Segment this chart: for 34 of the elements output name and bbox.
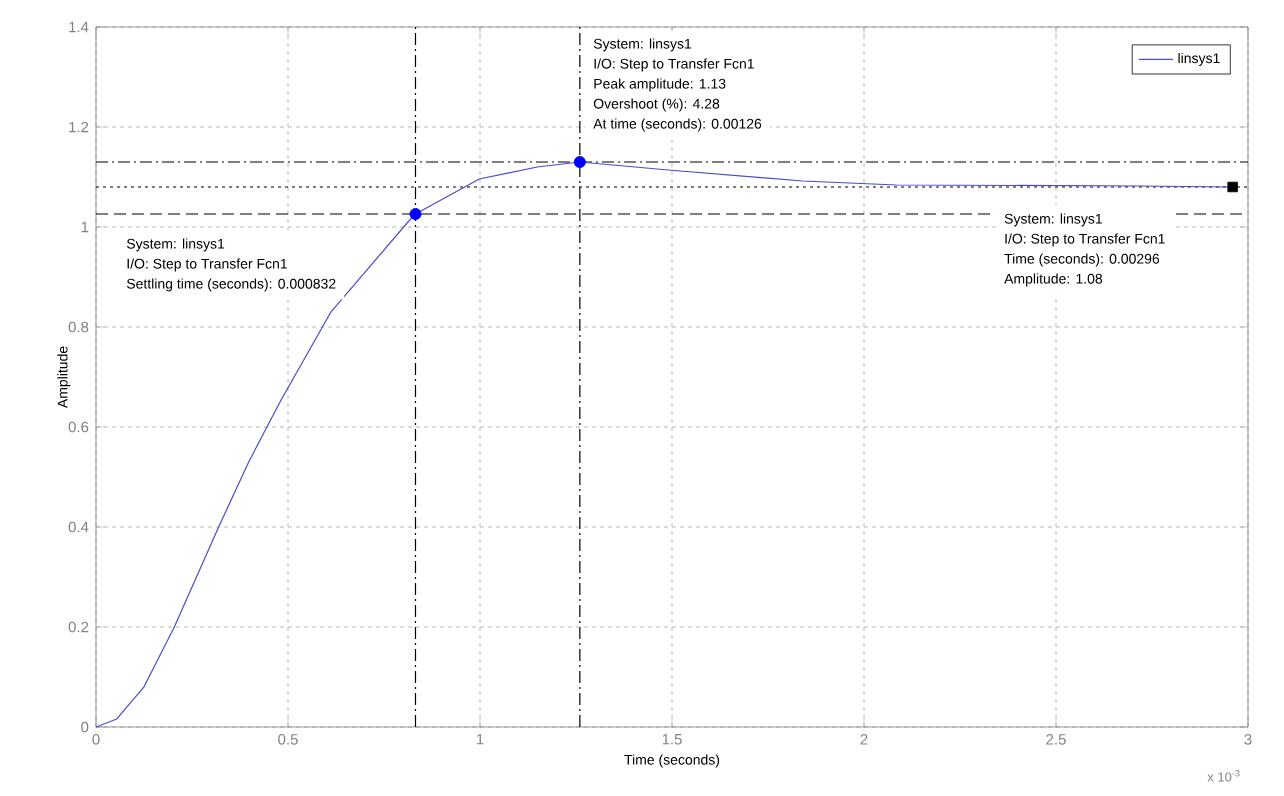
x-tick-label: 2.5 xyxy=(1046,734,1066,745)
annotation: I/O: Step to Transfer Fcn1 xyxy=(127,258,287,272)
y-tick-label: 1.2 xyxy=(69,121,89,133)
x-tick-label: 3 xyxy=(1244,734,1252,745)
y-tick-label: 0.2 xyxy=(68,621,89,633)
y-axis-title: Amplitude xyxy=(57,346,71,409)
y-tick-label: 0.4 xyxy=(68,521,89,533)
annotation: I/O: Step to Transfer Fcn1 xyxy=(594,58,754,72)
y-tick-label: 0.6 xyxy=(68,421,89,433)
annotation: Overshoot (%): 4.28 xyxy=(593,98,720,112)
annotation: At time (seconds): 0.00126 xyxy=(593,118,762,132)
y-tick-label: 0.8 xyxy=(68,321,89,333)
annotation: Peak amplitude: 1.13 xyxy=(594,78,726,92)
y-tick-label: 1 xyxy=(81,221,89,233)
annotation: System: linsys1 xyxy=(593,38,692,52)
point xyxy=(573,155,586,168)
x-tick-label: 1 xyxy=(476,734,484,745)
text: x 10$^{-3}$ xyxy=(1207,770,1240,782)
x-axis-title: Time (seconds) xyxy=(624,754,720,768)
x-tick-label: 1.5 xyxy=(662,734,682,745)
point xyxy=(1227,181,1238,193)
y-tick-label: 0 xyxy=(81,721,89,733)
x-tick-label: 0 xyxy=(92,734,100,745)
y-tick-label: 1.4 xyxy=(69,21,89,33)
annotation: Amplitude: 1.08 xyxy=(1004,273,1103,287)
x-tick-label: 2 xyxy=(860,734,868,745)
point xyxy=(409,207,422,220)
annotation: System: linsys1 xyxy=(1004,213,1102,227)
legend-label: linsys1 xyxy=(1178,52,1220,66)
annotation: Time (seconds): 0.00296 xyxy=(1004,253,1160,267)
annotation: Settling time (seconds): 0.000832 xyxy=(126,278,336,292)
x-tick-label: 0.5 xyxy=(278,734,298,745)
annotation: I/O: Step to Transfer Fcn1 xyxy=(1005,233,1165,247)
annotation: System: linsys1 xyxy=(126,238,225,252)
